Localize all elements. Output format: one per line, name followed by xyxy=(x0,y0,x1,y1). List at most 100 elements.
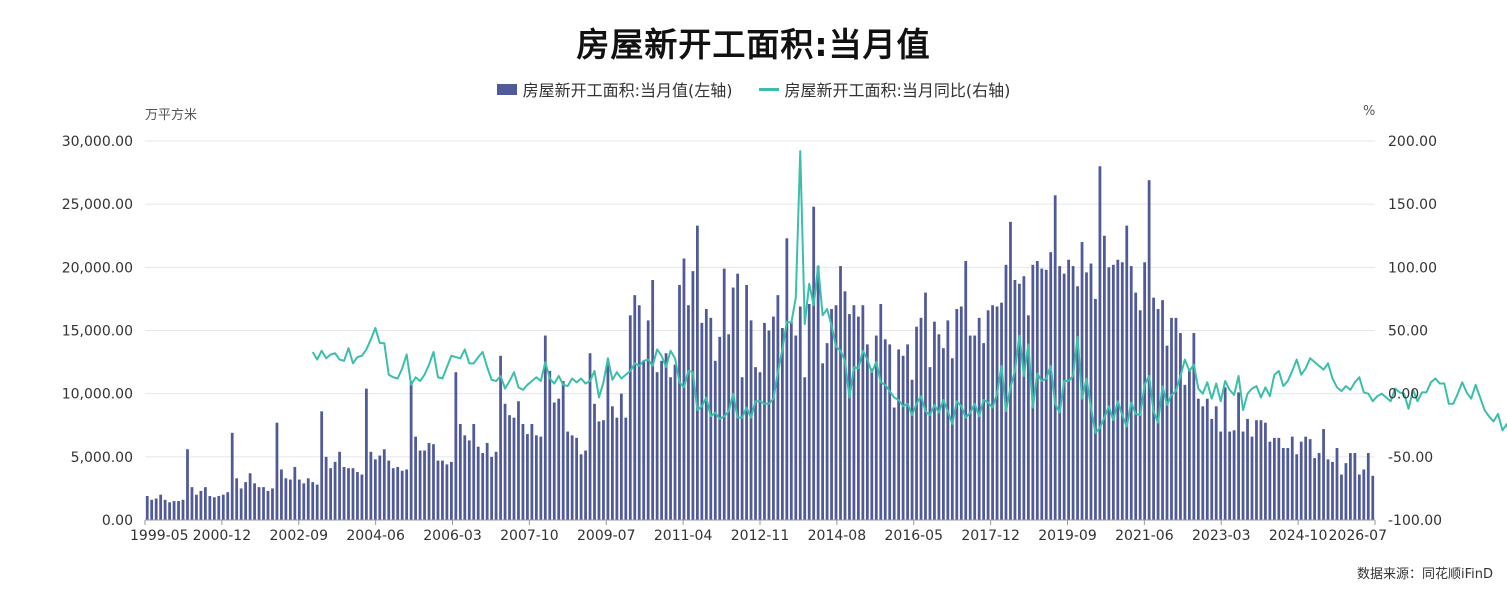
bar xyxy=(467,440,471,520)
x-axis-tick-label: 2009-07 xyxy=(577,528,636,544)
bar xyxy=(445,464,449,520)
bar xyxy=(1053,195,1057,520)
x-axis-tick-label: 2004-06 xyxy=(346,528,405,544)
bar xyxy=(472,423,476,520)
bar xyxy=(1058,266,1062,520)
bar xyxy=(861,305,865,520)
bar xyxy=(1026,315,1030,520)
bar xyxy=(458,423,462,520)
bar xyxy=(195,494,198,520)
bar xyxy=(1188,369,1191,520)
bar xyxy=(933,321,936,520)
bar xyxy=(1313,458,1316,520)
bar xyxy=(1161,300,1164,520)
bar xyxy=(1357,474,1361,520)
bar xyxy=(892,407,896,520)
bar xyxy=(1013,279,1017,520)
x-axis-tick-label: 2016-05 xyxy=(885,528,944,544)
x-axis-tick-label: 2007-10 xyxy=(500,528,559,544)
x-axis-tick-label: 2026-07 xyxy=(1329,528,1388,544)
bar xyxy=(490,456,494,520)
axes: 0.00 5,000.00 10,000.00 15,000.00 20,000.00 2… xyxy=(62,134,1442,544)
bar xyxy=(1210,418,1214,520)
bar xyxy=(660,360,663,520)
bar xyxy=(418,450,422,520)
bar xyxy=(1094,298,1097,520)
bar xyxy=(1286,447,1290,520)
bar xyxy=(727,334,731,520)
left-axis-tick-label: 0.00 xyxy=(102,513,133,529)
bar xyxy=(280,469,283,520)
bar xyxy=(1317,453,1321,520)
bar xyxy=(584,450,587,520)
bar xyxy=(628,315,632,520)
bar xyxy=(221,494,225,520)
bar xyxy=(1170,317,1173,520)
bar xyxy=(1308,439,1312,520)
bar xyxy=(883,339,887,520)
legend-line-swatch xyxy=(758,87,779,91)
bar xyxy=(834,305,838,520)
bar xyxy=(324,456,328,520)
bar xyxy=(494,451,498,520)
bar xyxy=(798,306,802,520)
bar xyxy=(1165,345,1169,520)
left-axis-tick-label: 20,000.00 xyxy=(62,260,133,276)
bar xyxy=(995,306,999,520)
bar xyxy=(396,466,400,520)
bar xyxy=(1246,418,1249,520)
bar xyxy=(409,381,413,520)
bar xyxy=(1098,166,1102,520)
bar xyxy=(557,398,561,520)
bar xyxy=(602,420,605,520)
bar xyxy=(177,501,180,520)
bar xyxy=(1179,333,1182,520)
x-axis-tick-label: 2011-04 xyxy=(654,528,713,544)
bar xyxy=(955,309,959,520)
legend: 房屋新开工面积:当月值(左轴) 房屋新开工面积:当月同比(右轴) xyxy=(0,77,1507,101)
bar xyxy=(807,303,811,520)
bar xyxy=(682,258,686,520)
bar xyxy=(924,292,927,520)
bar xyxy=(1362,469,1366,520)
bar xyxy=(852,305,856,520)
bar xyxy=(982,343,986,520)
bar xyxy=(865,344,869,520)
bar xyxy=(302,483,306,520)
bar xyxy=(803,377,807,520)
bar xyxy=(1264,422,1267,520)
bar xyxy=(476,446,480,520)
x-axis-tick-label: 2012-11 xyxy=(731,528,790,544)
bar xyxy=(597,421,601,520)
right-axis-tick-label: -100.00 xyxy=(1388,513,1442,529)
bar xyxy=(508,415,511,520)
bar xyxy=(696,225,699,520)
bar xyxy=(879,303,883,520)
bar xyxy=(1223,387,1227,520)
bar xyxy=(517,401,520,520)
bar xyxy=(485,442,489,520)
bar xyxy=(986,310,990,520)
bar xyxy=(1250,436,1254,520)
bar xyxy=(1255,420,1258,520)
bar xyxy=(512,417,516,520)
bar xyxy=(794,335,798,520)
bar xyxy=(262,487,265,520)
bar xyxy=(579,454,583,520)
bar xyxy=(387,460,391,520)
legend-item-bar[interactable]: 房屋新开工面积:当月值(左轴) xyxy=(496,77,733,101)
legend-item-line[interactable]: 房屋新开工面积:当月同比(右轴) xyxy=(758,77,1010,101)
bar xyxy=(763,322,766,520)
bar xyxy=(745,285,748,520)
bar xyxy=(1004,264,1008,520)
bar xyxy=(1290,436,1294,520)
bar xyxy=(329,468,332,520)
bar xyxy=(1129,266,1133,520)
left-axis-unit: 万平方米 xyxy=(145,108,198,123)
left-axis-tick-label: 15,000.00 xyxy=(62,324,133,340)
bar xyxy=(624,417,628,520)
bar xyxy=(566,431,570,520)
bar xyxy=(212,497,216,520)
bar xyxy=(1344,463,1348,520)
bar xyxy=(901,355,905,520)
